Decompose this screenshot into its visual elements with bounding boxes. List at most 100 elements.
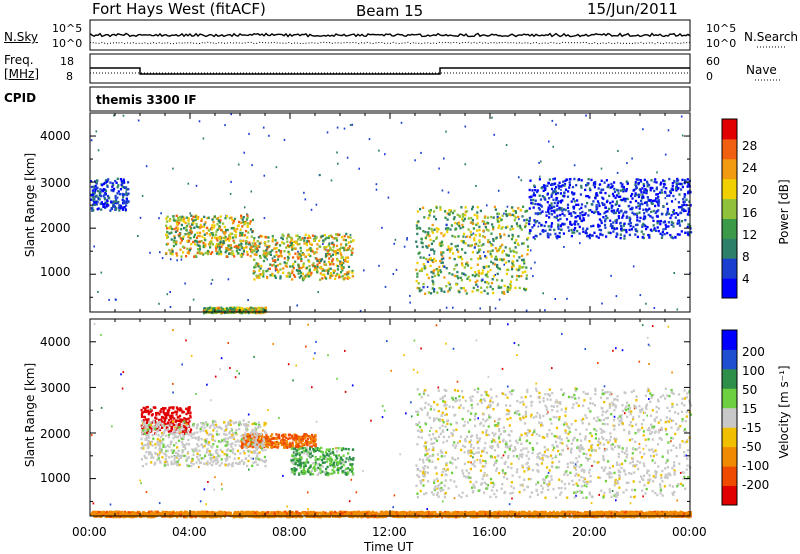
power-echo-cell bbox=[502, 290, 505, 294]
power-noise-cell bbox=[322, 243, 324, 245]
power-noise-cell bbox=[394, 238, 397, 241]
power-noise-cell bbox=[392, 273, 395, 275]
power-echo-cell bbox=[527, 236, 530, 240]
power-echo-cell bbox=[183, 246, 186, 249]
power-noise-cell bbox=[304, 198, 307, 201]
power-echo-cell bbox=[233, 255, 236, 258]
power-echo-cell bbox=[169, 218, 172, 221]
power-echo-cell bbox=[628, 233, 631, 237]
velocity-noise-cell bbox=[446, 428, 449, 431]
velocity-echo-cell bbox=[239, 423, 243, 426]
power-echo-cell bbox=[565, 218, 569, 221]
power-noise-cell bbox=[442, 257, 445, 260]
velocity-echo-cell bbox=[250, 451, 253, 454]
velocity-echo-cell bbox=[149, 429, 152, 433]
velocity-echo-cell bbox=[245, 433, 248, 436]
power-echo-cell bbox=[234, 234, 237, 237]
velocity-noise-cell bbox=[199, 500, 202, 503]
velocity-echo-cell bbox=[332, 451, 335, 455]
power-echo-cell bbox=[418, 287, 421, 290]
velocity-echo-cell bbox=[173, 423, 176, 427]
velocity-echo-cell bbox=[190, 461, 193, 464]
velocity-echo-cell bbox=[152, 437, 155, 440]
power-echo-cell bbox=[634, 233, 637, 236]
power-echo-cell bbox=[168, 219, 171, 223]
power-echo-cell bbox=[657, 204, 660, 207]
power-echo-cell bbox=[476, 251, 479, 254]
velocity-echo-cell bbox=[326, 471, 329, 475]
power-echo-cell bbox=[497, 266, 500, 270]
velocity-echo-cell bbox=[253, 422, 256, 425]
velocity-echo-cell bbox=[254, 441, 257, 444]
power-echo-cell bbox=[690, 231, 693, 234]
power-echo-cell bbox=[240, 243, 243, 246]
power-echo-cell bbox=[427, 244, 431, 247]
power-echo-cell bbox=[450, 242, 453, 246]
power-echo-cell bbox=[178, 235, 181, 238]
velocity-echo-cell bbox=[332, 462, 335, 465]
velocity-echo-cell bbox=[263, 421, 266, 425]
power-echo-cell bbox=[660, 181, 663, 184]
velocity-echo-cell bbox=[242, 462, 245, 466]
power-noise-cell bbox=[283, 138, 286, 141]
velocity-noise-cell bbox=[383, 409, 386, 412]
power-echo-cell bbox=[242, 253, 245, 256]
power-echo-cell bbox=[496, 220, 499, 223]
power-echo-cell bbox=[521, 271, 524, 274]
power-echo-cell bbox=[534, 199, 537, 202]
power-echo-cell bbox=[125, 188, 128, 191]
power-echo-cell bbox=[238, 248, 241, 251]
power-echo-cell bbox=[498, 267, 502, 271]
velocity-echo-cell bbox=[237, 423, 241, 427]
power-echo-cell bbox=[510, 237, 514, 241]
velocity-echo-cell bbox=[264, 464, 267, 468]
velocity-noise-cell bbox=[181, 363, 183, 366]
power-echo-cell bbox=[341, 269, 344, 272]
power-echo-cell bbox=[280, 236, 283, 239]
velocity-echo-cell bbox=[144, 456, 147, 459]
velocity-echo-cell bbox=[245, 427, 248, 431]
power-echo-cell bbox=[649, 215, 652, 218]
power-echo-cell bbox=[573, 177, 576, 181]
velocity-echo-cell bbox=[214, 449, 217, 453]
power-echo-cell bbox=[224, 217, 227, 220]
power-echo-cell bbox=[631, 211, 634, 214]
power-echo-cell bbox=[513, 250, 516, 253]
velocity-echo-cell bbox=[182, 437, 185, 441]
power-echo-cell bbox=[481, 220, 484, 223]
power-echo-cell bbox=[253, 237, 256, 240]
velocity-echo-cell bbox=[174, 451, 177, 454]
velocity-echo-cell bbox=[229, 419, 232, 422]
power-echo-cell bbox=[103, 205, 106, 208]
velocity-noise-cell bbox=[470, 461, 472, 464]
power-echo-cell bbox=[648, 236, 651, 239]
velocity-echo-cell bbox=[185, 442, 188, 446]
power-echo-cell bbox=[597, 223, 600, 227]
velocity-echo-cell bbox=[162, 407, 165, 410]
power-echo-cell bbox=[423, 267, 426, 270]
velocity-echo-cell bbox=[327, 448, 330, 451]
power-noise-cell bbox=[266, 258, 268, 261]
velocity-echo-cell bbox=[351, 468, 354, 471]
power-echo-cell bbox=[351, 269, 354, 273]
power-echo-cell bbox=[513, 241, 517, 244]
power-echo-cell bbox=[478, 233, 481, 236]
power-echo-cell bbox=[232, 308, 235, 311]
power-noise-cell bbox=[248, 132, 250, 135]
power-echo-cell bbox=[643, 189, 646, 192]
velocity-echo-cell bbox=[348, 468, 352, 472]
power-echo-cell bbox=[547, 225, 550, 228]
velocity-echo-cell bbox=[186, 424, 189, 428]
power-echo-cell bbox=[202, 309, 205, 313]
power-echo-cell bbox=[464, 206, 467, 209]
power-noise-cell bbox=[268, 134, 270, 137]
power-echo-cell bbox=[176, 254, 179, 257]
power-echo-cell bbox=[490, 244, 493, 247]
velocity-echo-cell bbox=[207, 433, 210, 437]
power-echo-cell bbox=[500, 258, 503, 261]
power-echo-cell bbox=[331, 249, 334, 252]
power-echo-cell bbox=[433, 268, 436, 272]
velocity-echo-cell bbox=[210, 424, 213, 427]
velocity-echo-cell bbox=[326, 452, 329, 456]
power-echo-cell bbox=[641, 187, 644, 190]
